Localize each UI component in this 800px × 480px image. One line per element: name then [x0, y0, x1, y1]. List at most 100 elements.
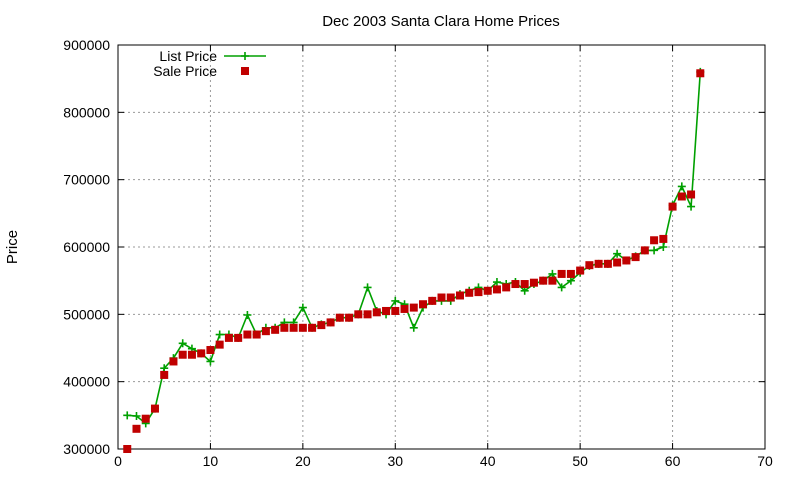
sale-price-point	[271, 325, 280, 334]
sale-price-point	[520, 280, 529, 289]
sale-price-point	[409, 303, 418, 312]
sale-price-point	[335, 313, 344, 322]
sale-price-point	[576, 266, 585, 275]
sale-price-point	[197, 349, 206, 358]
list-price-point	[548, 269, 557, 278]
y-tick-label: 400000	[63, 374, 110, 390]
list-price-point	[215, 330, 224, 339]
list-price-point	[492, 278, 501, 287]
list-price-point	[178, 339, 187, 348]
y-tick-label: 800000	[63, 104, 110, 120]
sale-price-point	[187, 350, 196, 359]
sale-price-point	[548, 276, 557, 285]
list-price-point	[160, 364, 169, 373]
list-price-point	[132, 412, 141, 421]
sale-price-point	[474, 288, 483, 297]
sale-price-point	[668, 202, 677, 211]
list-price-point	[243, 311, 252, 320]
sale-price-point	[437, 293, 446, 302]
sale-price-point	[169, 357, 178, 366]
sale-price-point	[446, 293, 455, 302]
x-tick-label: 20	[295, 453, 311, 469]
sale-price-point	[603, 259, 612, 268]
sale-price-point	[160, 370, 169, 379]
list-price-line	[127, 71, 702, 425]
list-price-point	[677, 182, 686, 191]
sale-price-point	[298, 323, 307, 332]
x-tick-label: 70	[757, 453, 773, 469]
sale-price-point	[261, 327, 270, 336]
sale-price-point	[317, 321, 326, 330]
grid-lines	[118, 45, 765, 449]
sale-price-point	[539, 276, 548, 285]
sale-price-point	[382, 306, 391, 315]
sale-price-point	[132, 424, 141, 433]
y-tick-label: 900000	[63, 37, 110, 53]
axis-ticks: 0 10 20 30 40 50 60 70 300000 400000 500000 600000 7…	[63, 37, 773, 469]
sale-price-point	[696, 69, 705, 78]
sale-price-point	[345, 313, 354, 322]
sale-price-point	[557, 269, 566, 278]
sale-price-point	[206, 346, 215, 355]
sale-price-point	[687, 190, 696, 199]
list-price-point	[566, 276, 575, 285]
sale-price-point	[631, 253, 640, 262]
sale-price-point	[243, 330, 252, 339]
sale-price-point	[428, 296, 437, 305]
list-price-point	[613, 249, 622, 258]
sale-price-point	[224, 333, 233, 342]
plot-frame	[117, 44, 766, 450]
list-price-point	[557, 283, 566, 292]
y-tick-label: 600000	[63, 239, 110, 255]
legend-marker-list-price	[241, 52, 249, 60]
sale-price-point	[529, 278, 538, 287]
sale-price-point	[419, 300, 428, 309]
sale-price-point	[123, 445, 132, 453]
legend: List Price Sale Price	[153, 48, 266, 79]
sale-price-point	[613, 258, 622, 267]
list-price-point	[206, 357, 215, 366]
sale-price-point	[659, 234, 668, 243]
x-tick-label: 30	[387, 453, 403, 469]
y-tick-label: 500000	[63, 306, 110, 322]
sale-price-point	[502, 283, 511, 292]
x-tick-label: 40	[480, 453, 496, 469]
sale-price-point	[354, 310, 363, 319]
list-price-point	[409, 323, 418, 332]
list-price-point	[123, 411, 132, 420]
list-price-point	[391, 296, 400, 305]
y-tick-label: 700000	[63, 172, 110, 188]
sale-price-point	[141, 414, 150, 423]
sale-price-point	[363, 310, 372, 319]
x-tick-label: 60	[665, 453, 681, 469]
sale-price-point	[483, 286, 492, 295]
y-axis-label: Price	[4, 230, 21, 264]
chart-title: Dec 2003 Santa Clara Home Prices	[322, 13, 560, 30]
x-tick-label: 10	[203, 453, 219, 469]
sale-price-point	[391, 306, 400, 315]
list-price-point	[650, 246, 659, 255]
sale-price-point	[150, 404, 159, 413]
x-tick-label: 50	[572, 453, 588, 469]
sale-price-point	[178, 350, 187, 359]
sale-price-point	[308, 323, 317, 332]
sale-price-point	[492, 285, 501, 294]
list-price-point	[520, 286, 529, 295]
list-price-point	[687, 202, 696, 211]
x-tick-label: 0	[114, 453, 122, 469]
legend-marker-sale-price	[241, 67, 249, 75]
sale-price-point	[372, 308, 381, 317]
list-price-point	[363, 283, 372, 292]
sale-price-point	[566, 269, 575, 278]
sale-price-point	[400, 304, 409, 313]
sale-price-point	[640, 246, 649, 255]
sale-price-point	[650, 236, 659, 245]
sale-price-point	[585, 261, 594, 270]
legend-label-sale-price: Sale Price	[153, 63, 217, 79]
sale-price-point	[252, 330, 261, 339]
legend-label-list-price: List Price	[159, 48, 217, 64]
sale-price-point	[289, 323, 298, 332]
sale-price-point	[455, 291, 464, 300]
sale-price-point	[465, 288, 474, 297]
